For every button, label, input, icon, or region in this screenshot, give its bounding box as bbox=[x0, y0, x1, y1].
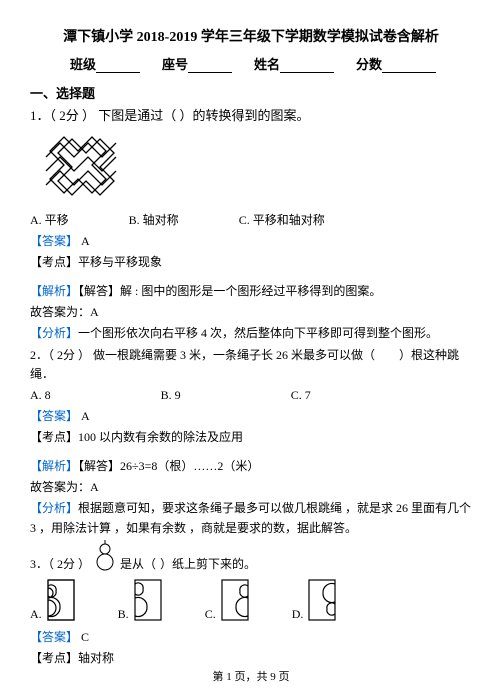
q3-optC-label: C. bbox=[205, 607, 216, 622]
name-underline bbox=[280, 59, 334, 73]
gourd-icon bbox=[94, 540, 116, 572]
q1-kaodian-label: 【考点】 bbox=[30, 255, 78, 269]
q3-kaodian-val: 轴对称 bbox=[78, 651, 114, 665]
class-label: 班级 bbox=[70, 54, 140, 73]
q1-kaodian: 【考点】平移与平移现象 bbox=[30, 253, 472, 272]
doc-title: 潭下镇小学 2018-2019 学年三年级下学期数学模拟试卷含解析 bbox=[30, 26, 472, 46]
q2-fenxi-val: 根据题意可知，要求这条绳子最多可以做几根跳绳 ，就是求 26 里面有几个 3 ，… bbox=[30, 501, 471, 534]
page-footer: 第 1 页，共 9 页 bbox=[0, 668, 502, 684]
q1-stem: 1．（ 2分 ） 下图是通过（ ）的转换得到的图案。 bbox=[30, 106, 472, 127]
q1-kaodian-val: 平移与平移现象 bbox=[78, 255, 162, 269]
class-label-text: 班级 bbox=[70, 57, 96, 72]
seat-underline bbox=[188, 59, 232, 73]
q1-stem-prefix: 1．（ 2分 ） 下图是通过（ bbox=[30, 108, 176, 123]
q3-stem-line: 3．（ 2分 ） 是从（ ）纸上剪下来的。 bbox=[30, 540, 472, 572]
q3-optA-label: A. bbox=[30, 607, 42, 622]
q1-fenxi-label: 【分析】 bbox=[30, 326, 78, 340]
fold-shape-d-icon bbox=[305, 578, 339, 622]
score-underline bbox=[382, 59, 436, 73]
q2-optA: A. 8 bbox=[30, 388, 51, 403]
header-fields: 班级 座号 姓名 分数 bbox=[70, 54, 472, 73]
q3-stem-suffix: ）纸上剪下来的。 bbox=[160, 555, 256, 572]
q3-optD: D. bbox=[292, 578, 340, 622]
q3-optB: B. bbox=[118, 578, 165, 622]
q3-optD-label: D. bbox=[292, 607, 304, 622]
q1-jiexi-label: 【解析】 bbox=[30, 284, 78, 298]
q1-stem-suffix: ）的转换得到的图案。 bbox=[180, 108, 310, 123]
q1-figure bbox=[36, 131, 472, 207]
q3-answer-label: 【答案】 bbox=[30, 630, 78, 644]
knot-icon bbox=[36, 131, 124, 203]
section1-title: 一、选择题 bbox=[30, 83, 472, 102]
name-label-text: 姓名 bbox=[254, 57, 280, 72]
q1-fenxi: 【分析】一个图形依次向右平移 4 次，然后整体向下平移即可得到整个图形。 bbox=[30, 324, 472, 343]
q3-kaodian: 【考点】轴对称 bbox=[30, 649, 472, 668]
q3-optB-label: B. bbox=[118, 607, 129, 622]
name-label: 姓名 bbox=[254, 54, 334, 73]
score-label: 分数 bbox=[356, 54, 436, 73]
score-label-text: 分数 bbox=[356, 57, 382, 72]
fold-shape-b-icon bbox=[131, 578, 165, 622]
q3-answer-val: C bbox=[81, 630, 89, 644]
q2-answer-label: 【答案】 bbox=[30, 409, 78, 423]
q1-optA: A. 平移 bbox=[30, 211, 69, 228]
page-body: 潭下镇小学 2018-2019 学年三年级下学期数学模拟试卷含解析 班级 座号 … bbox=[0, 0, 502, 694]
q2-fenxi: 【分析】根据题意可知，要求这条绳子最多可以做几根跳绳 ，就是求 26 里面有几个… bbox=[30, 499, 472, 537]
q1-jiexi: 【解析】【解答】解 : 图中的图形是一个图形经过平移得到的图案。 bbox=[30, 282, 472, 301]
q2-kaodian: 【考点】100 以内数有余数的除法及应用 bbox=[30, 428, 472, 447]
q1-answer-val: A bbox=[81, 234, 90, 248]
q2-jiexi-label: 【解析】 bbox=[30, 459, 78, 473]
q3-options: A. B. C. bbox=[30, 578, 472, 622]
class-underline bbox=[96, 59, 140, 73]
q3-optC: C. bbox=[205, 578, 252, 622]
q2-options: A. 8 B. 9 C. 7 bbox=[30, 388, 472, 403]
fold-shape-c-icon bbox=[218, 578, 252, 622]
q2-jiexi-val: 【解答】26÷3=8（根）……2（米） bbox=[78, 459, 259, 473]
q1-jiexi-val: 【解答】解 : 图中的图形是一个图形经过平移得到的图案。 bbox=[78, 284, 381, 298]
q1-optB: B. 轴对称 bbox=[129, 211, 179, 228]
q3-stem-prefix: 3．（ 2分 ） bbox=[30, 555, 90, 572]
seat-label-text: 座号 bbox=[162, 57, 188, 72]
q3-kaodian-label: 【考点】 bbox=[30, 651, 78, 665]
q3-answer: 【答案】 C bbox=[30, 628, 472, 645]
q1-gudaan: 故答案为：A bbox=[30, 303, 472, 322]
q1-options: A. 平移 B. 轴对称 C. 平移和轴对称 bbox=[30, 211, 472, 228]
seat-label: 座号 bbox=[162, 54, 232, 73]
q2-answer: 【答案】 A bbox=[30, 407, 472, 424]
q2-answer-val: A bbox=[81, 409, 90, 423]
q2-jiexi: 【解析】【解答】26÷3=8（根）……2（米） bbox=[30, 457, 472, 476]
q2-stem: 2．（ 2分 ） 做一根跳绳需要 3 米，一条绳子长 26 米最多可以做（ ）根… bbox=[30, 346, 472, 384]
q2-fenxi-label: 【分析】 bbox=[30, 501, 78, 515]
q1-fenxi-val: 一个图形依次向右平移 4 次，然后整体向下平移即可得到整个图形。 bbox=[78, 326, 438, 340]
q1-optC: C. 平移和轴对称 bbox=[239, 211, 325, 228]
q1-answer: 【答案】 A bbox=[30, 232, 472, 249]
q3-optA: A. bbox=[30, 578, 78, 622]
q3-stem-mid: 是从（ bbox=[120, 555, 156, 572]
q2-kaodian-val: 100 以内数有余数的除法及应用 bbox=[78, 430, 243, 444]
q2-optC: C. 7 bbox=[291, 388, 311, 403]
fold-shape-a-icon bbox=[44, 578, 78, 622]
q2-kaodian-label: 【考点】 bbox=[30, 430, 78, 444]
q2-gudaan: 故答案为：A bbox=[30, 478, 472, 497]
q2-optB: B. 9 bbox=[161, 388, 181, 403]
q1-answer-label: 【答案】 bbox=[30, 234, 78, 248]
